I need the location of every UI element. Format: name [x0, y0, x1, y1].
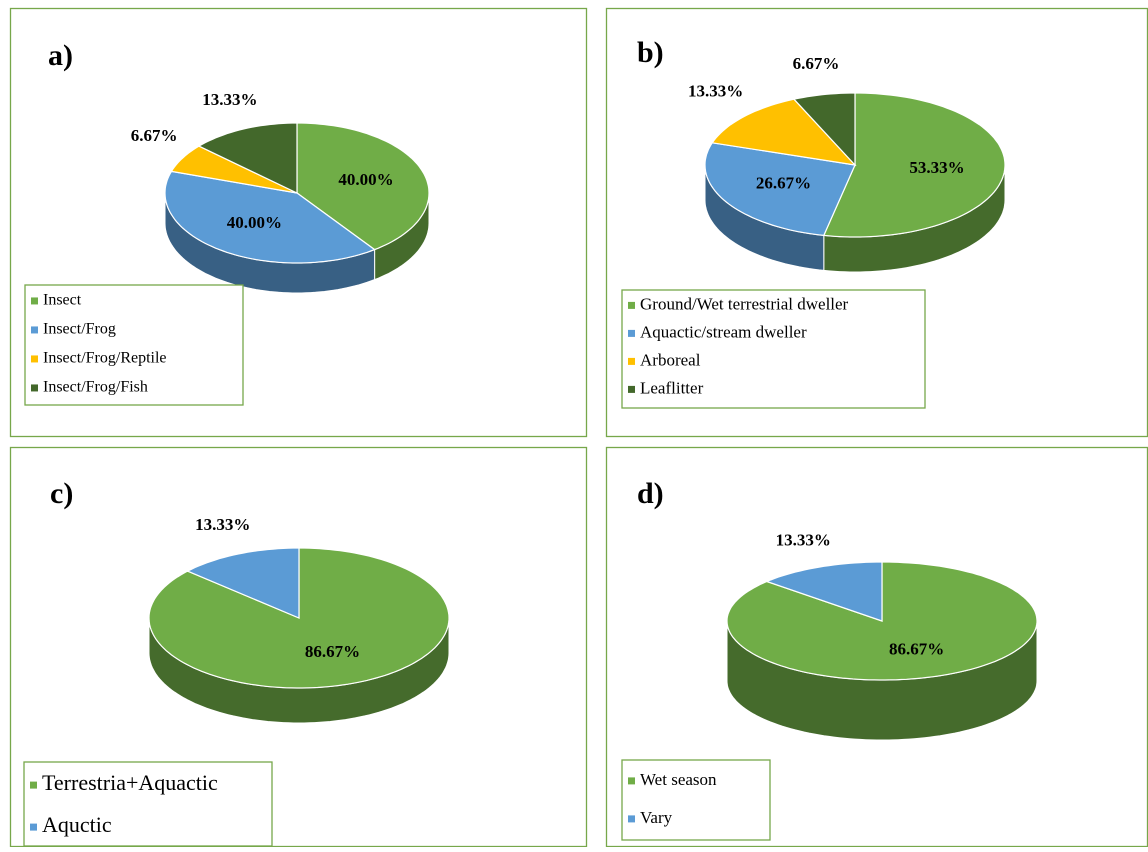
legend-label: Wet season	[640, 770, 717, 789]
legend-label: Terrestria+Aquactic	[42, 770, 218, 795]
legend-marker	[628, 301, 635, 309]
data-label: 86.67%	[305, 642, 360, 661]
legend-box	[24, 284, 244, 406]
data-label: 53.33%	[909, 158, 964, 177]
chart-panel: b) 53.33% 26.67% 13.33% 6.67% Ground/Wet terr…	[605, 7, 1148, 438]
data-label: 13.33%	[688, 82, 743, 101]
legend-label: Insect/Frog	[43, 321, 116, 338]
chart-panel: d) 86.67% 13.33% Wet season Vary	[605, 446, 1148, 848]
chart-panel: c) 86.67% 13.33% Terrestria+Aquactic Aquctic	[9, 446, 588, 848]
data-label: 13.33%	[195, 515, 250, 534]
legend-label: Insect/Frog/Fish	[43, 379, 148, 396]
legend-box	[23, 761, 273, 847]
legend-label: Leaflitter	[640, 378, 704, 397]
legend-label: Ground/Wet terrestrial dweller	[640, 294, 849, 313]
legend-marker	[628, 329, 635, 337]
legend-marker	[31, 326, 38, 334]
legend-label: Insect	[43, 292, 82, 309]
legend-label: Aquactic/stream dweller	[640, 322, 807, 341]
data-label: 13.33%	[776, 531, 831, 550]
pie-slice	[186, 547, 300, 619]
data-label: 13.33%	[202, 90, 257, 109]
chart-title: a)	[48, 39, 73, 72]
pie-slice	[765, 561, 883, 622]
pie-slice	[711, 98, 857, 166]
legend-marker	[628, 357, 635, 365]
pie-slice	[197, 122, 298, 194]
legend-marker	[31, 297, 38, 305]
data-label: 86.67%	[889, 640, 944, 659]
chart-panel: a) 40.00% 40.00% 6.67% 13.33% Insect Insect/Fr…	[9, 7, 588, 438]
data-label: 26.67%	[756, 174, 811, 193]
chart-title: b)	[637, 36, 664, 69]
legend-label: Aquctic	[42, 812, 112, 837]
legend-marker	[31, 355, 38, 363]
legend-marker	[628, 777, 635, 785]
chart-title: c)	[50, 477, 73, 510]
pie-slice	[822, 92, 1006, 238]
legend-box	[621, 759, 771, 841]
legend-label: Vary	[640, 808, 673, 827]
legend-marker	[30, 781, 37, 789]
pie-slice	[170, 145, 298, 194]
legend-label: Insect/Frog/Reptile	[43, 350, 167, 367]
pie-slice	[296, 122, 430, 251]
pie-slice	[792, 92, 856, 167]
chart-title: d)	[637, 477, 664, 510]
legend-marker	[628, 385, 635, 393]
pie-slice	[164, 170, 376, 264]
data-label: 6.67%	[793, 54, 840, 73]
legend-label: Arboreal	[640, 350, 701, 369]
legend-marker	[30, 823, 37, 831]
data-label: 6.67%	[131, 126, 178, 145]
legend-box	[621, 289, 926, 409]
legend-marker	[31, 384, 38, 392]
data-label: 40.00%	[338, 170, 393, 189]
data-label: 40.00%	[227, 213, 282, 232]
pie-slice	[704, 142, 856, 237]
legend-marker	[628, 815, 635, 823]
